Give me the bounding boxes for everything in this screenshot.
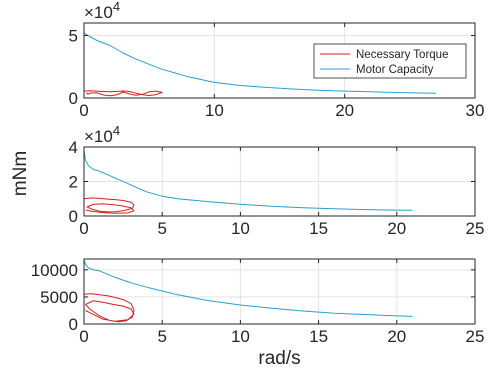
axes-box: [83, 22, 476, 99]
series-line-motor-capacity: [83, 32, 436, 94]
series-line-necessary-torque: [83, 90, 163, 97]
x-tick-label: 20: [335, 101, 354, 120]
y-tick-label: 0: [69, 89, 78, 108]
y-exponent-power: 4: [113, 0, 120, 14]
legend-entry: Motor Capacity: [356, 64, 434, 76]
series-line-motor-capacity: [83, 150, 413, 211]
x-tick-label: 10: [231, 219, 250, 238]
x-tick-label: 0: [79, 327, 88, 346]
y-tick-label: 0: [69, 207, 78, 226]
legend: Necessary Torque Motor Capacity: [313, 43, 467, 79]
x-tick-label: 20: [387, 219, 406, 238]
y-tick-label: 5: [69, 27, 78, 46]
y-tick-label: 10000: [31, 261, 78, 280]
legend-box: [313, 43, 467, 79]
axes-box: [83, 258, 476, 325]
subplot-3: 0 5 10 15 20 25 0 5000 10000 rad/s: [31, 258, 485, 369]
y-tick-label: 5000: [40, 288, 78, 307]
plot-area: [84, 259, 475, 324]
x-tick-label: 15: [309, 219, 328, 238]
series-line-motor-capacity: [83, 259, 413, 317]
x-tick-label: 0: [79, 219, 88, 238]
x-tick-label: 20: [387, 327, 406, 346]
legend-entry: Necessary Torque: [356, 49, 448, 61]
y-exponent-label: ×104: [84, 123, 120, 146]
x-tick-label: 30: [466, 101, 485, 120]
x-tick-label: 10: [231, 327, 250, 346]
y-tick-label: 0: [69, 315, 78, 334]
x-tick-label: 0: [79, 101, 88, 120]
x-tick-label: 5: [157, 327, 166, 346]
x-tick-label: 10: [205, 101, 224, 120]
subplot-1: 0 10 20 30 0 5 ×104 Necessary Torque Motor Capac…: [69, 0, 485, 120]
x-tick-label: 25: [466, 219, 485, 238]
x-tick-label: 5: [157, 219, 166, 238]
y-tick-label: 4: [69, 138, 78, 157]
x-tick-label: 15: [309, 327, 328, 346]
y-exponent-label: ×104: [84, 0, 120, 22]
y-exponent-base: ×10: [84, 127, 113, 146]
y-exponent-base: ×10: [84, 3, 113, 22]
y-axis-label: mNm: [10, 151, 31, 196]
y-tick-label: 2: [69, 173, 78, 192]
y-exponent-power: 4: [113, 123, 120, 138]
series-line-necessary-torque: [83, 293, 135, 323]
series-line-necessary-torque: [83, 197, 135, 214]
x-tick-label: 25: [466, 327, 485, 346]
x-axis-label: rad/s: [258, 348, 300, 369]
